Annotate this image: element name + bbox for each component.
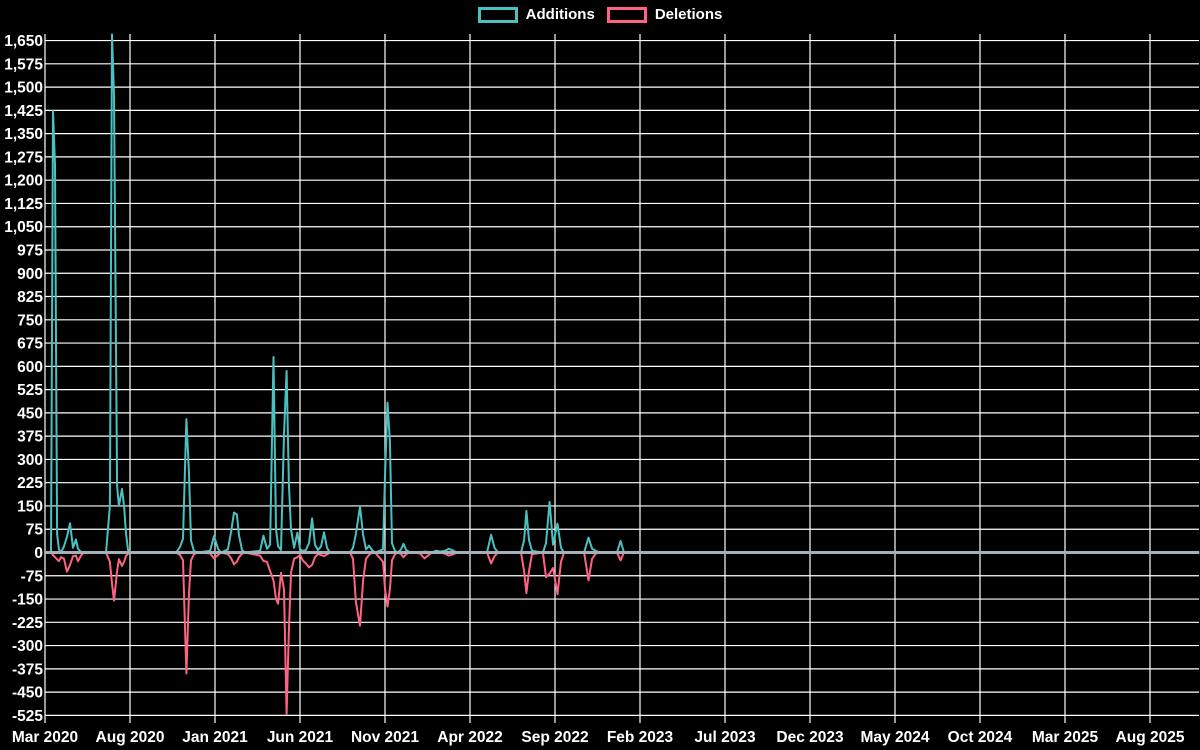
- x-tick-label: Jul 2023: [694, 729, 756, 746]
- y-tick-label: -225: [12, 615, 43, 632]
- y-tick-label: 900: [17, 266, 43, 283]
- y-tick-label: 300: [17, 452, 43, 469]
- legend-additions-label: Additions: [525, 6, 595, 23]
- y-tick-label: 825: [17, 289, 43, 306]
- x-tick-label: Apr 2022: [437, 729, 502, 746]
- x-tick-label: May 2024: [861, 729, 930, 746]
- x-tick-label: Mar 2025: [1032, 729, 1099, 746]
- y-tick-label: 1,275: [4, 149, 43, 166]
- legend-item-deletions[interactable]: Deletions: [606, 6, 723, 23]
- x-tick-label: Dec 2023: [776, 729, 844, 746]
- x-tick-label: Sep 2022: [521, 729, 588, 746]
- y-tick-label: 75: [26, 522, 44, 539]
- y-tick-label: 1,050: [4, 219, 43, 236]
- y-tick-label: 0: [34, 545, 43, 562]
- y-tick-label: 675: [17, 336, 43, 353]
- y-tick-label: 525: [17, 382, 43, 399]
- legend-deletions-label: Deletions: [654, 6, 723, 23]
- x-tick-label: Jan 2021: [182, 729, 248, 746]
- x-tick-label: Mar 2020: [12, 729, 78, 746]
- y-tick-label: 1,350: [4, 126, 43, 143]
- x-tick-label: Feb 2023: [607, 729, 674, 746]
- additions-swatch-icon: [477, 6, 518, 23]
- deletions-line: [50, 551, 1200, 715]
- y-tick-label: -75: [21, 568, 44, 585]
- legend-item-additions[interactable]: Additions: [477, 6, 595, 23]
- y-tick-label: 375: [17, 429, 43, 446]
- y-tick-label: 450: [17, 405, 43, 422]
- y-tick-label: 225: [17, 475, 43, 492]
- x-tick-label: Nov 2021: [351, 729, 419, 746]
- x-tick-label: Aug 2020: [96, 729, 165, 746]
- y-tick-label: 1,500: [4, 80, 43, 97]
- y-tick-label: 150: [17, 498, 43, 515]
- y-tick-label: -300: [12, 638, 43, 655]
- x-tick-label: Jun 2021: [267, 729, 334, 746]
- y-tick-label: -450: [12, 685, 43, 702]
- chart-legend: Additions Deletions: [0, 6, 1200, 23]
- y-tick-label: 750: [17, 312, 43, 329]
- y-tick-label: 1,200: [4, 173, 43, 190]
- y-tick-label: 1,575: [4, 56, 43, 73]
- y-tick-label: -525: [12, 708, 43, 725]
- y-tick-label: 1,650: [4, 33, 43, 50]
- y-tick-label: -150: [12, 592, 43, 609]
- y-tick-label: 1,125: [4, 196, 43, 213]
- y-tick-label: 975: [17, 242, 43, 259]
- y-tick-label: 1,425: [4, 103, 43, 120]
- additions-line: [50, 33, 1200, 554]
- y-tick-label: -375: [12, 661, 43, 678]
- x-tick-label: Aug 2025: [1116, 729, 1185, 746]
- deletions-swatch-icon: [606, 6, 647, 23]
- y-tick-label: 600: [17, 359, 43, 376]
- x-tick-label: Oct 2024: [948, 729, 1013, 746]
